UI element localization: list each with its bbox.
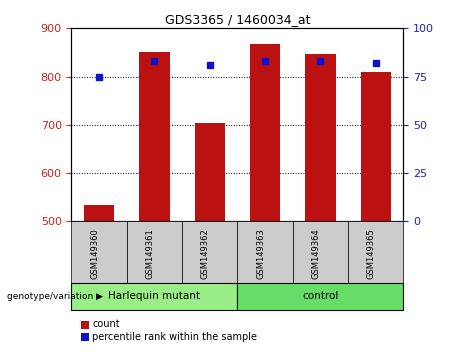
Bar (195, 123, 225, 221)
Text: GSM149362: GSM149362 (201, 229, 210, 279)
Text: Harlequin mutant: Harlequin mutant (108, 291, 201, 302)
Text: count: count (92, 319, 120, 329)
Bar (250, 44, 280, 221)
Text: control: control (302, 291, 338, 302)
Text: GSM149364: GSM149364 (311, 229, 320, 279)
Text: percentile rank within the sample: percentile rank within the sample (92, 332, 257, 342)
Text: genotype/variation ▶: genotype/variation ▶ (7, 292, 103, 301)
Bar (361, 72, 391, 221)
Text: GSM149361: GSM149361 (145, 229, 154, 279)
Text: GSM149363: GSM149363 (256, 229, 265, 279)
Bar (84, 205, 114, 221)
Bar (139, 52, 170, 221)
Text: GSM149365: GSM149365 (366, 229, 376, 279)
Text: GSM149360: GSM149360 (90, 229, 99, 279)
Bar (305, 55, 336, 221)
Title: GDS3365 / 1460034_at: GDS3365 / 1460034_at (165, 13, 310, 26)
